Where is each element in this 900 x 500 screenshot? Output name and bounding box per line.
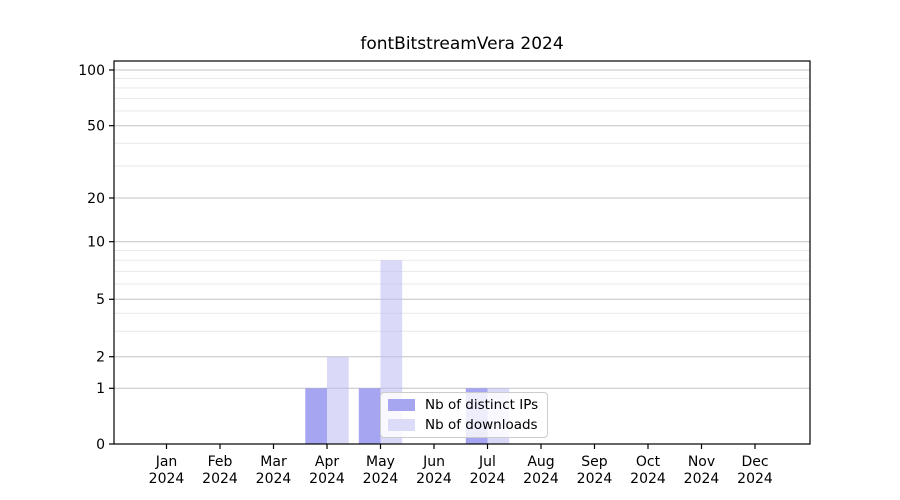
x-tick-label-year: 2024	[202, 471, 238, 487]
x-tick-label-month: Jan	[155, 454, 178, 470]
x-tick-label-month: Jul	[478, 454, 496, 470]
x-tick-label-year: 2024	[363, 471, 399, 487]
x-tick-label-year: 2024	[470, 471, 506, 487]
x-tick-label-month: Sep	[581, 454, 608, 470]
x-tick-label-year: 2024	[737, 471, 773, 487]
legend: Nb of distinct IPs Nb of downloads	[380, 392, 548, 438]
bar-apr-downloads	[327, 356, 349, 444]
y-tick-label: 1	[96, 381, 105, 397]
x-tick-label-year: 2024	[416, 471, 452, 487]
x-tick-label-month: Apr	[315, 454, 339, 470]
x-tick-label-year: 2024	[577, 471, 613, 487]
bar-apr-distinct-ips	[305, 388, 327, 444]
legend-entry-downloads: Nb of downloads	[388, 417, 541, 433]
x-tick-label-month: Aug	[527, 454, 554, 470]
x-tick-label-year: 2024	[523, 471, 559, 487]
legend-swatch-distinct-ips	[388, 399, 415, 411]
y-tick-label: 10	[87, 235, 105, 251]
y-tick-label: 100	[78, 63, 105, 79]
x-tick-label-month: Feb	[208, 454, 233, 470]
y-tick-label: 0	[96, 437, 105, 453]
chart-title: fontBitstreamVera 2024	[360, 34, 564, 54]
y-tick-label: 20	[87, 191, 105, 207]
x-tick-label-year: 2024	[630, 471, 666, 487]
y-tick-label: 2	[96, 350, 105, 366]
x-tick-label-year: 2024	[149, 471, 185, 487]
x-tick-label-year: 2024	[256, 471, 292, 487]
y-tick-label: 5	[96, 292, 105, 308]
legend-label-downloads: Nb of downloads	[425, 417, 538, 433]
bar-may-distinct-ips	[358, 388, 381, 444]
x-tick-label-year: 2024	[309, 471, 345, 487]
x-tick-label-month: Mar	[260, 454, 287, 470]
legend-entry-distinct-ips: Nb of distinct IPs	[388, 397, 541, 413]
x-tick-label-month: Jun	[422, 454, 445, 470]
x-tick-label-month: May	[366, 454, 395, 470]
legend-label-distinct-ips: Nb of distinct IPs	[425, 397, 539, 413]
x-tick-label-year: 2024	[684, 471, 720, 487]
plot-border	[113, 60, 811, 445]
x-tick-label-month: Oct	[636, 454, 661, 470]
x-tick-label-month: Dec	[741, 454, 768, 470]
y-tick-label: 50	[87, 119, 105, 135]
legend-swatch-downloads	[388, 419, 415, 431]
x-tick-label-month: Nov	[688, 454, 715, 470]
